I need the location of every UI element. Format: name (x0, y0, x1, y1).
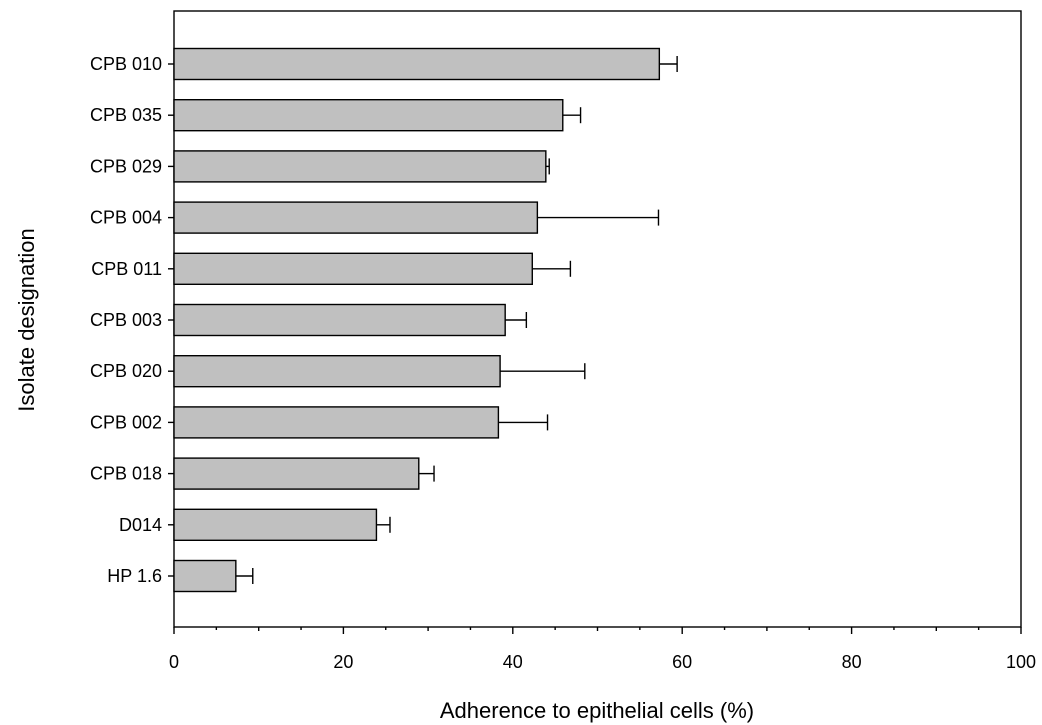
y-tick-label: CPB 018 (90, 464, 162, 484)
bar (173, 47, 661, 81)
y-tick-label: CPB 011 (91, 259, 162, 279)
y-tick-label: D014 (119, 515, 162, 535)
x-tick-label: 40 (503, 652, 523, 672)
x-tick-label: 60 (672, 652, 692, 672)
y-tick-label: CPB 010 (90, 54, 162, 74)
y-tick-label: CPB 029 (90, 156, 162, 176)
y-tick-label: CPB 004 (90, 208, 162, 228)
x-tick-label: 100 (1006, 652, 1036, 672)
bar (173, 559, 237, 593)
y-tick-label: HP 1.6 (107, 566, 162, 586)
y-tick-label: CPB 020 (90, 361, 162, 381)
bars (173, 47, 661, 593)
x-axis-title: Adherence to epithelial cells (%) (440, 698, 754, 723)
x-tick-label: 80 (842, 652, 862, 672)
y-tick-label: CPB 035 (90, 105, 162, 125)
bar (173, 150, 547, 183)
bar (173, 201, 539, 234)
bar (173, 406, 500, 439)
x-tick-label: 0 (169, 652, 179, 672)
y-axis-title: Isolate designation (14, 228, 39, 411)
bar (173, 355, 501, 388)
y-tick-label: CPB 003 (90, 310, 162, 330)
bar (173, 508, 378, 541)
error-bars (235, 56, 678, 584)
x-axis: 0 20 40 60 80 100 (169, 627, 1036, 672)
y-axis: CPB 010 CPB 035 CPB 029 CPB 004 CPB 011 CPB 0… (90, 54, 174, 586)
x-tick-label: 20 (333, 652, 353, 672)
bar (173, 303, 506, 337)
bar (173, 98, 564, 132)
y-tick-label: CPB 002 (90, 412, 162, 432)
bar (173, 252, 533, 286)
bar (173, 457, 420, 490)
